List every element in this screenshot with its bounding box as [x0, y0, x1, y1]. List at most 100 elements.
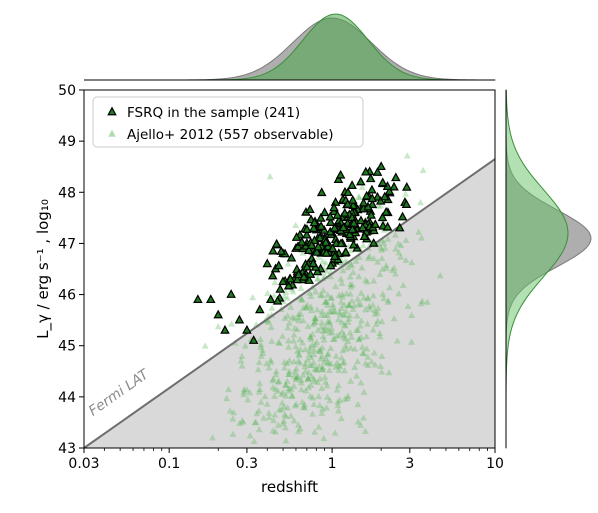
- ajello-point: [299, 249, 307, 256]
- ajello-point: [309, 330, 316, 337]
- ajello-point: [324, 359, 331, 366]
- ajello-point: [272, 385, 279, 392]
- ajello-point: [327, 360, 335, 367]
- ajello-point: [313, 365, 321, 372]
- y-axis-label: L_γ / erg s⁻¹ , log₁₀: [34, 199, 53, 339]
- ajello-point: [328, 328, 336, 336]
- ajello-point: [241, 342, 249, 349]
- ajello-point: [334, 398, 342, 405]
- ajello-point: [324, 393, 331, 400]
- ajello-point: [281, 411, 289, 418]
- ajello-point: [339, 359, 347, 367]
- fsrq-point: [313, 241, 324, 251]
- fsrq-point: [306, 240, 317, 249]
- y-tick-label: 49: [58, 134, 76, 150]
- ajello-point: [290, 358, 298, 365]
- ajello-point: [298, 385, 305, 393]
- fsrq-point: [271, 238, 282, 248]
- ajello-point: [337, 414, 345, 422]
- ajello-point: [327, 308, 335, 315]
- ajello-point: [323, 382, 331, 389]
- ajello-point: [294, 357, 302, 364]
- ajello-point: [325, 359, 333, 366]
- ajello-point: [288, 392, 296, 399]
- ajello-point: [311, 314, 319, 321]
- ajello-point: [285, 319, 293, 326]
- ajello-point: [299, 339, 306, 346]
- ajello-point: [322, 298, 330, 305]
- ajello-point: [364, 353, 372, 360]
- ajello-point: [313, 338, 321, 345]
- ajello-point: [356, 322, 364, 329]
- ajello-point: [337, 275, 345, 282]
- ajello-point: [318, 384, 326, 392]
- fsrq-point: [234, 314, 245, 324]
- fsrq-point: [377, 212, 388, 222]
- ajello-point: [363, 345, 371, 352]
- ajello-point: [269, 383, 277, 391]
- ajello-point: [266, 173, 274, 180]
- ajello-point: [237, 357, 245, 364]
- ajello-point: [238, 362, 246, 369]
- ajello-point: [319, 286, 327, 294]
- ajello-point: [357, 421, 364, 428]
- ajello-point: [345, 300, 353, 308]
- ajello-point: [328, 294, 335, 301]
- ajello-point: [302, 387, 310, 394]
- fsrq-point: [319, 207, 330, 217]
- fsrq-point: [367, 193, 378, 203]
- fsrq-point: [394, 222, 405, 232]
- ajello-point: [338, 279, 346, 286]
- fsrq-point: [220, 324, 230, 334]
- legend-label-fsrq: FSRQ in the sample (241): [127, 105, 300, 121]
- ajello-point: [315, 362, 323, 369]
- ajello-point: [385, 368, 393, 376]
- ajello-point: [201, 342, 209, 349]
- ajello-point: [360, 388, 368, 395]
- ajello-point: [384, 297, 392, 304]
- ajello-point: [350, 302, 358, 309]
- ajello-point: [295, 313, 303, 321]
- ajello-point: [257, 398, 265, 405]
- ajello-point: [369, 326, 377, 333]
- ajello-point: [342, 345, 350, 352]
- ajello-point: [323, 298, 330, 305]
- fsrq-point: [345, 229, 355, 239]
- ajello-point: [324, 318, 332, 325]
- ajello-point: [301, 360, 309, 367]
- ajello-point: [340, 333, 348, 340]
- ajello-point: [436, 272, 444, 279]
- ajello-point: [354, 326, 362, 333]
- ajello-point: [229, 415, 237, 422]
- ajello-point: [295, 427, 302, 435]
- y-tick-label: 46: [58, 288, 76, 304]
- ajello-point: [326, 396, 334, 404]
- ajello-point: [324, 350, 332, 357]
- ajello-point: [323, 404, 330, 411]
- ajello-point: [228, 320, 235, 327]
- ajello-point: [362, 359, 370, 367]
- ajello-point: [346, 301, 353, 309]
- fsrq-point: [273, 260, 284, 270]
- ajello-point: [270, 416, 277, 424]
- fsrq-point: [348, 239, 359, 249]
- ajello-point: [318, 352, 326, 359]
- ajello-point: [263, 359, 270, 367]
- ajello-point: [291, 402, 299, 409]
- ajello-point: [418, 234, 426, 241]
- ajello-point: [331, 307, 339, 314]
- ajello-point: [397, 241, 405, 249]
- fsrq-point: [325, 211, 335, 221]
- ajello-point: [328, 324, 335, 331]
- ajello-point: [336, 362, 344, 370]
- ajello-point: [260, 414, 268, 421]
- ajello-point: [311, 377, 319, 384]
- ajello-point: [292, 375, 300, 383]
- ajello-point: [378, 352, 386, 360]
- fsrq-point: [349, 217, 359, 227]
- ajello-point: [357, 301, 365, 308]
- fsrq-point: [329, 222, 340, 232]
- ajello-point: [276, 339, 284, 346]
- y-tick-label: 43: [58, 441, 76, 457]
